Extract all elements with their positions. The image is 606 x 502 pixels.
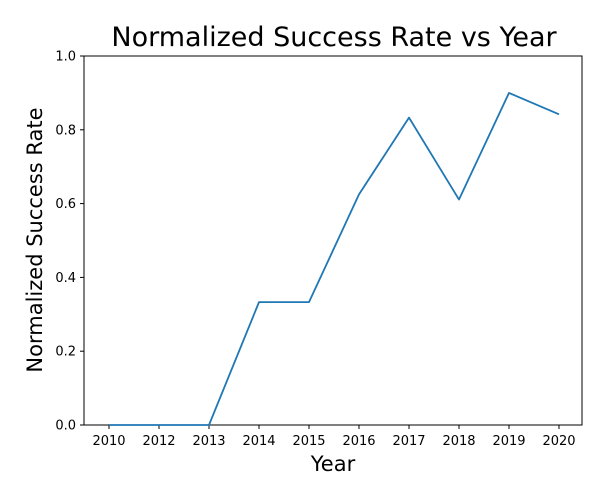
x-tick-label: 2010: [92, 434, 125, 449]
chart-title: Normalized Success Rate vs Year: [111, 22, 557, 53]
x-tick-label: 2012: [142, 434, 175, 449]
x-axis-title: Year: [310, 452, 356, 476]
x-tick-label: 2014: [242, 434, 275, 449]
y-tick-label: 0.0: [55, 419, 76, 434]
y-tick-label: 1.0: [55, 50, 76, 65]
y-tick-label: 0.4: [55, 271, 76, 286]
x-axis: 2010 2012 2013 2014 2015 2016 2017 2018 2019 2020: [92, 425, 576, 449]
y-tick-label: 0.8: [55, 123, 76, 138]
y-tick-label: 0.2: [55, 345, 76, 360]
x-tick-label: 2015: [292, 434, 325, 449]
series-layer: [108, 92, 560, 426]
x-tick-label: 2018: [442, 434, 475, 449]
x-tick-label: 2016: [342, 434, 375, 449]
plot-frame: [83, 55, 583, 426]
x-tick-label: 2019: [492, 434, 525, 449]
x-tick-label: 2020: [542, 434, 575, 449]
series-line: [109, 92, 560, 426]
x-tick-label: 2013: [192, 434, 225, 449]
y-axis-title: Normalized Success Rate: [23, 107, 47, 372]
y-tick-label: 0.6: [55, 197, 76, 212]
plot-area: [83, 55, 583, 426]
y-axis: 0.0 0.2 0.4 0.6 0.8 1.0: [55, 50, 84, 434]
x-tick-label: 2017: [392, 434, 425, 449]
